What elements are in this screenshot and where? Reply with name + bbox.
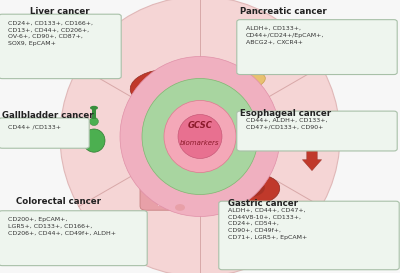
Circle shape bbox=[228, 81, 232, 85]
Ellipse shape bbox=[120, 57, 280, 216]
Text: CD44+, ALDH+, CD133+,
CD47+/CD133+, CD90+: CD44+, ALDH+, CD133+, CD47+/CD133+, CD90… bbox=[246, 117, 328, 129]
Ellipse shape bbox=[228, 174, 280, 205]
FancyBboxPatch shape bbox=[237, 111, 397, 151]
Circle shape bbox=[222, 87, 227, 91]
Text: Gastric cancer: Gastric cancer bbox=[228, 199, 298, 208]
Circle shape bbox=[223, 87, 228, 90]
Ellipse shape bbox=[130, 69, 198, 105]
Text: CD44+ /CD133+: CD44+ /CD133+ bbox=[8, 124, 61, 129]
Circle shape bbox=[216, 77, 221, 81]
FancyBboxPatch shape bbox=[0, 14, 121, 79]
Text: Liver cancer: Liver cancer bbox=[30, 7, 90, 16]
Ellipse shape bbox=[234, 189, 246, 195]
Text: CD200+, EpCAM+,
LGR5+, CD133+, CD166+,
CD206+, CD44+, CD49f+, ALDH+: CD200+, EpCAM+, LGR5+, CD133+, CD166+, C… bbox=[8, 217, 116, 236]
Circle shape bbox=[240, 84, 245, 88]
Ellipse shape bbox=[175, 204, 185, 211]
Bar bbox=[158, 198, 186, 206]
Circle shape bbox=[240, 77, 244, 80]
FancyBboxPatch shape bbox=[140, 169, 204, 210]
Ellipse shape bbox=[170, 71, 206, 90]
Ellipse shape bbox=[60, 0, 340, 273]
Text: ALDH+, CD44+, CD47+,
CD44V8-10+, CD133+,
CD24+, CD54+,
CD90+, CD49f+,
CD71+, LGR: ALDH+, CD44+, CD47+, CD44V8-10+, CD133+,… bbox=[228, 207, 307, 240]
FancyArrow shape bbox=[302, 145, 322, 171]
FancyBboxPatch shape bbox=[237, 20, 397, 75]
Bar bbox=[307, 117, 317, 145]
Circle shape bbox=[245, 77, 250, 81]
Ellipse shape bbox=[142, 79, 258, 194]
Ellipse shape bbox=[90, 117, 98, 126]
Text: Colorectal cancer: Colorectal cancer bbox=[16, 197, 101, 206]
Text: Gallbladder cancer: Gallbladder cancer bbox=[2, 111, 94, 120]
Bar bbox=[92, 106, 96, 119]
Text: ALDH+, CD133+,
CD44+/CD24+/EpCAM+,
ABCG2+, CXCR4+: ALDH+, CD133+, CD44+/CD24+/EpCAM+, ABCG2… bbox=[246, 26, 324, 44]
Ellipse shape bbox=[83, 129, 105, 152]
Ellipse shape bbox=[90, 106, 98, 110]
Text: CD24+, CD133+, CD166+,
CD13+, CD44+, CD206+,
OV-6+, CD90+, CD87+,
SOX9, EpCAM+: CD24+, CD133+, CD166+, CD13+, CD44+, CD2… bbox=[8, 20, 93, 46]
Circle shape bbox=[230, 75, 235, 78]
FancyBboxPatch shape bbox=[154, 175, 190, 202]
Text: Pancreatic cancer: Pancreatic cancer bbox=[240, 7, 327, 16]
Circle shape bbox=[249, 82, 254, 85]
Text: GCSC: GCSC bbox=[188, 121, 212, 130]
Circle shape bbox=[233, 84, 238, 87]
Text: biomarkers: biomarkers bbox=[180, 140, 220, 146]
FancyBboxPatch shape bbox=[219, 201, 399, 270]
Ellipse shape bbox=[211, 71, 265, 93]
Circle shape bbox=[218, 78, 223, 82]
Ellipse shape bbox=[164, 100, 236, 173]
Text: Esophageal cancer: Esophageal cancer bbox=[240, 109, 331, 118]
FancyBboxPatch shape bbox=[0, 118, 89, 148]
Circle shape bbox=[227, 84, 232, 87]
FancyBboxPatch shape bbox=[0, 211, 147, 266]
Ellipse shape bbox=[235, 179, 265, 197]
Ellipse shape bbox=[178, 114, 222, 159]
